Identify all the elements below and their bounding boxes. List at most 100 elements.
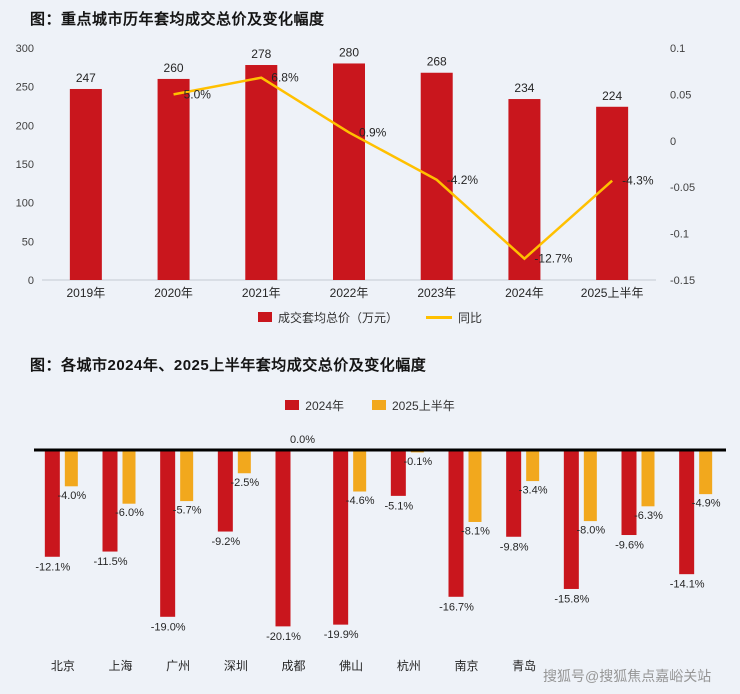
bar-2025h1: [64, 451, 78, 487]
bar-2025h1-label: -4.6%: [346, 495, 375, 507]
bar-value-label: 278: [251, 47, 271, 61]
left-axis-tick: 50: [22, 236, 34, 248]
right-axis-tick: -0.1: [670, 229, 689, 241]
bar-2025h1-label: -6.3%: [634, 510, 663, 522]
bar-2024-label: -11.5%: [93, 556, 127, 568]
series-2025h1-label: 2025上半年: [392, 398, 455, 413]
city-label: 成都: [281, 659, 305, 673]
price-bar: [157, 78, 190, 280]
bar-2024-label: -5.1%: [384, 500, 413, 512]
bar-2024: [333, 451, 349, 625]
price-bar: [245, 65, 278, 280]
bar-value-label: 247: [76, 71, 96, 85]
bar-value-label: 234: [514, 81, 534, 95]
bar-2024: [563, 451, 579, 589]
bar-2025h1: [526, 451, 540, 482]
bar-2025h1: [699, 451, 713, 495]
bar-value-label: 268: [427, 55, 447, 69]
left-axis-tick: 200: [16, 120, 34, 132]
bar-2024-label: -19.9%: [324, 629, 359, 641]
bar-2025h1-label: -3.4%: [519, 485, 548, 497]
line-series-label: 同比: [458, 310, 483, 325]
yoy-point-label: -12.7%: [534, 252, 572, 266]
bar-2025h1: [122, 451, 136, 504]
bar-2024: [506, 451, 522, 537]
legend-item-line: 同比: [426, 309, 482, 326]
left-axis-tick: 300: [16, 43, 34, 55]
bar-2024: [44, 451, 60, 557]
bar-2024: [679, 451, 695, 575]
bar-2024-label: -15.8%: [554, 593, 589, 605]
price-bar: [69, 88, 102, 280]
chart1-canvas: 0 50 100 150 200 250 300 0.1 0.05 0 -0.05 -0.1 -0.15…: [16, 43, 695, 300]
bar-2024-label: -9.2%: [211, 536, 240, 548]
line-series-swatch: [426, 315, 452, 319]
bar-2024: [448, 451, 464, 597]
bar-2025h1: [583, 451, 597, 522]
yoy-point-label: 5.0%: [184, 87, 212, 101]
bar-2025h1-label: -8.0%: [576, 525, 605, 537]
city-label: 佛山: [339, 659, 363, 673]
right-axis-tick: 0.1: [670, 43, 685, 55]
right-axis-tick: -0.15: [670, 275, 695, 287]
bar-2025h1-label: -4.9%: [692, 498, 721, 510]
bar-2025h1: [237, 451, 251, 474]
bar-series-label: 成交套均总价（万元）: [277, 310, 398, 325]
city-label: 杭州: [397, 658, 421, 673]
city-label: 南京: [454, 658, 478, 673]
bar-series-swatch: [257, 312, 272, 322]
bar-2025h1-label: -6.0%: [115, 507, 144, 519]
yoy-point-label: -4.2%: [447, 173, 479, 187]
bar-2025h1-label: -4.0%: [57, 490, 86, 502]
bar-value-label: 224: [602, 89, 622, 103]
bar-2024-label: -19.0%: [151, 621, 186, 633]
bar-2024: [275, 451, 291, 627]
bar-2024-label: -12.1%: [35, 561, 70, 573]
watermark: 搜狐号@搜狐焦点嘉峪关站: [543, 668, 712, 684]
bar-2025h1-label: -0.1%: [403, 456, 432, 468]
x-axis-label: 2020年: [154, 286, 193, 300]
bar-2025h1-label: 0.0%: [290, 434, 315, 446]
bar-2025h1-label: -2.5%: [230, 477, 259, 489]
x-axis-label: 2021年: [242, 286, 281, 300]
left-axis-tick: 250: [16, 82, 34, 94]
yoy-line: [173, 76, 613, 261]
chart2-canvas: -12.1% -4.0% 北京 -11.5% -6.0% 上海 -19.0% -5.7% 广州 -…: [34, 434, 726, 673]
city-label: 北京: [51, 659, 75, 673]
right-axis-tick: 0.05: [670, 89, 691, 101]
bar-2024-label: -20.1%: [266, 631, 301, 643]
left-axis-tick: 100: [16, 198, 34, 210]
left-axis-tick: 150: [16, 159, 34, 171]
legend-item-2024: 2024年: [285, 397, 344, 414]
bar-value-label: 260: [164, 61, 184, 75]
bar-2024: [102, 451, 118, 552]
price-bar: [333, 63, 365, 280]
bar-2025h1-label: -8.1%: [461, 525, 490, 537]
yoy-point-label: 0.9%: [359, 125, 387, 139]
bar-2025h1: [641, 451, 655, 507]
city-label: 深圳: [224, 659, 248, 673]
chart1-legend: 成交套均总价（万元） 同比: [0, 308, 740, 326]
bar-2024-label: -9.8%: [500, 541, 529, 553]
series-2024-swatch: [285, 400, 300, 410]
x-axis-label: 2022年: [330, 286, 369, 300]
bar-2025h1: [180, 451, 194, 502]
series-2025h1-swatch: [372, 400, 386, 410]
price-bar: [420, 72, 453, 280]
bar-value-label: 280: [339, 45, 359, 59]
bar-2024: [160, 451, 176, 617]
left-axis-tick: 0: [28, 275, 34, 287]
bar-2024-label: -14.1%: [670, 579, 705, 591]
chart1-title: 图：重点城市历年套均成交总价及变化幅度: [30, 11, 325, 28]
right-axis-tick: 0: [670, 136, 676, 148]
x-axis-label: 2024年: [505, 286, 544, 300]
legend-item-bar: 成交套均总价（万元）: [257, 309, 398, 326]
bar-2025h1: [410, 451, 424, 453]
yoy-point-label: -4.3%: [622, 174, 654, 188]
bar-2024: [621, 451, 637, 536]
bar-2025h1: [353, 451, 367, 492]
chart2-legend: 2024年 2025上半年: [0, 396, 740, 414]
city-label: 广州: [166, 659, 190, 673]
city-label: 上海: [108, 658, 132, 673]
bar-2024: [217, 451, 233, 532]
